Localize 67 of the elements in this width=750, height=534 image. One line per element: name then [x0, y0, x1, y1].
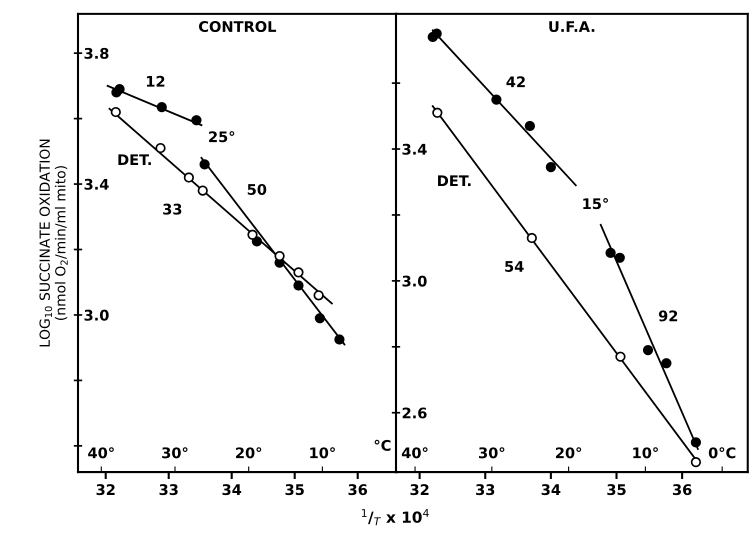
point	[524, 120, 535, 132]
annotation: 12	[146, 76, 164, 87]
x2-tick-label: 40°	[88, 447, 114, 458]
point	[690, 437, 702, 448]
x2-tick-label: 0°C	[708, 447, 736, 458]
point	[546, 162, 556, 172]
annotation: 92	[658, 310, 678, 322]
x-tick-label: 33	[160, 484, 178, 496]
point	[661, 358, 672, 368]
point	[155, 142, 166, 154]
x2-tick-label: 40°	[402, 447, 428, 458]
x-axis-title: $^{1}$/$_{T}$ x 10$^{4}$	[362, 509, 429, 526]
point	[491, 94, 502, 105]
x-tick-label: 32	[96, 484, 115, 496]
annotation: 54	[505, 261, 524, 272]
point	[156, 102, 167, 112]
y-tick-label: 3.0	[84, 310, 109, 321]
y-tick-label: 3.4	[402, 144, 427, 155]
point	[191, 115, 202, 126]
x2-tick-label: 20°	[236, 447, 262, 458]
point	[432, 108, 442, 118]
x-tick-label: 36	[672, 484, 692, 496]
point	[184, 172, 194, 183]
y-axis-title: LOG$_{10}$ SUCCINATE OXIDATION (nmol O$_{2}$/min/ml mito)	[39, 140, 68, 346]
x2-tick-label: 10°	[310, 447, 335, 458]
point	[200, 159, 210, 170]
point	[110, 106, 121, 118]
x-tick-label: 34	[542, 484, 560, 496]
x-tick-label: 34	[222, 484, 242, 496]
chart-title: U.F.A.	[549, 21, 594, 32]
x-tick-label: 33	[476, 484, 494, 496]
point	[642, 344, 654, 356]
annotation: DET.	[438, 175, 471, 186]
x-tick-label: 36	[348, 484, 368, 496]
x2-axis-title: °C	[374, 440, 390, 451]
chart-title: CONTROL	[199, 21, 276, 32]
x-tick-label: 35	[286, 484, 304, 496]
point	[198, 185, 208, 196]
annotation: 42	[506, 76, 525, 88]
point	[526, 232, 537, 244]
x2-tick-label: 10°	[633, 447, 658, 458]
annotation: 15°	[583, 198, 608, 210]
annotation: 33	[163, 204, 182, 215]
y-tick-label: 2.6	[402, 407, 427, 418]
point	[114, 84, 125, 94]
point	[314, 290, 324, 300]
x2-tick-label: 30°	[162, 447, 188, 458]
annotation: 50	[248, 184, 266, 195]
x-tick-label: 35	[607, 484, 626, 496]
y-tick-label: 3.0	[402, 276, 427, 287]
point	[432, 28, 442, 39]
x2-tick-label: 20°	[556, 447, 582, 458]
point	[334, 334, 345, 345]
y-tick-label: 3.4	[84, 178, 109, 190]
point	[605, 248, 616, 258]
annotation: 25°	[209, 131, 234, 142]
point	[293, 267, 304, 278]
annotation: DET.	[118, 154, 151, 165]
point	[314, 313, 326, 324]
point	[690, 457, 702, 468]
y-tick-label: 3.8	[84, 48, 108, 59]
x-tick-label: 32	[410, 484, 429, 496]
point	[247, 230, 258, 240]
point	[293, 280, 304, 291]
x2-tick-label: 30°	[479, 447, 504, 458]
point	[614, 252, 625, 263]
point	[615, 352, 626, 362]
